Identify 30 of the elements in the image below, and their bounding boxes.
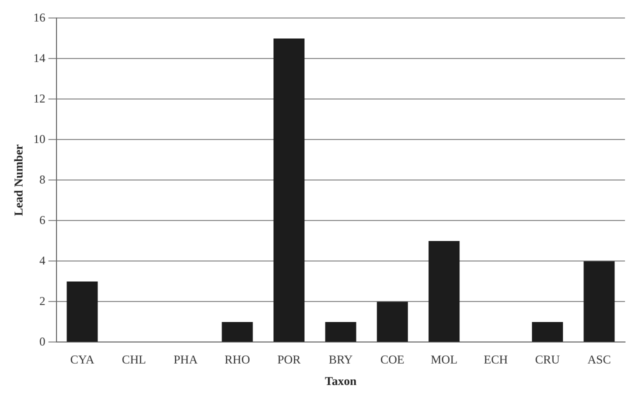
- y-tick-label: 16: [33, 10, 46, 24]
- x-tick-label: COE: [380, 352, 404, 367]
- bar: [222, 322, 253, 342]
- x-tick-label: CHL: [122, 352, 146, 367]
- y-tick-label: 12: [33, 91, 46, 106]
- bar: [376, 302, 408, 342]
- bar: [532, 322, 563, 342]
- bar: [584, 261, 615, 342]
- y-tick-label: 8: [39, 172, 46, 186]
- x-tick-label: ECH: [484, 352, 508, 367]
- x-tick-label: BRY: [328, 352, 354, 367]
- x-tick-label: ASC: [587, 352, 611, 367]
- y-tick-label: 6: [39, 212, 46, 227]
- y-tick-label: 0: [39, 334, 46, 348]
- bar: [428, 240, 460, 342]
- y-tick-label: 14: [33, 50, 46, 65]
- bar: [325, 322, 356, 342]
- x-tick-label: PHA: [174, 352, 198, 367]
- x-tick-label: MOL: [430, 352, 458, 367]
- y-tick-label: 2: [39, 294, 46, 308]
- y-axis-title: Lead Number: [11, 144, 26, 216]
- y-tick-label: 4: [39, 253, 46, 268]
- bar: [274, 38, 305, 342]
- x-axis-title: Taxon: [324, 374, 357, 388]
- bar: [66, 281, 98, 342]
- y-tick-label: 10: [33, 132, 46, 146]
- x-tick-label: CRU: [535, 352, 560, 367]
- x-tick-label: POR: [277, 352, 301, 367]
- x-tick-label: CYA: [70, 352, 95, 367]
- x-tick-label: RHO: [224, 352, 250, 367]
